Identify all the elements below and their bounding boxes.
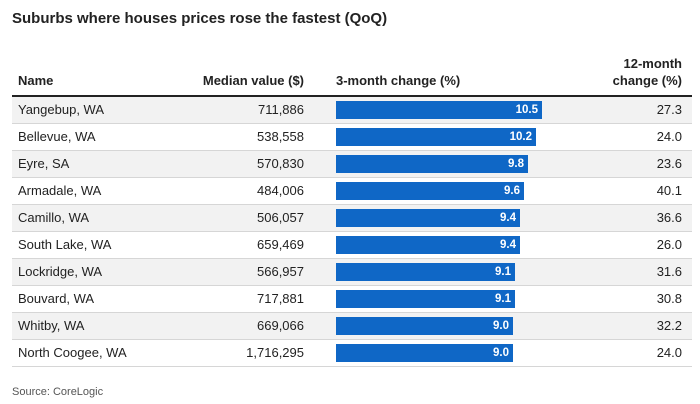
header-name: Name (18, 73, 54, 88)
table-row: Camillo, WA 506,057 9.4 36.6 (12, 205, 692, 232)
bar-three-month-change (336, 101, 542, 119)
cell-median-value: 711,886 (257, 102, 304, 117)
bar-three-month-change (336, 344, 513, 362)
header-three-month-change: 3-month change (%) (336, 73, 461, 88)
cell-name: Camillo, WA (18, 210, 90, 225)
table-row: North Coogee, WA 1,716,295 9.0 24.0 (12, 340, 692, 367)
cell-twelve-month-change: 24.0 (656, 129, 682, 144)
header-rule (12, 95, 692, 97)
bar-value-label: 9.0 (493, 347, 509, 359)
table-row: Yangebup, WA 711,886 10.5 27.3 (12, 97, 692, 124)
cell-name: South Lake, WA (18, 237, 112, 252)
cell-twelve-month-change: 30.8 (656, 291, 682, 306)
cell-name: Bellevue, WA (18, 129, 96, 144)
table-row: Eyre, SA 570,830 9.8 23.6 (12, 151, 692, 178)
bar-three-month-change (336, 236, 520, 254)
cell-name: Lockridge, WA (18, 264, 103, 279)
table-row: South Lake, WA 659,469 9.4 26.0 (12, 232, 692, 259)
cell-twelve-month-change: 26.0 (656, 237, 682, 252)
cell-median-value: 484,006 (257, 183, 304, 198)
cell-median-value: 659,469 (257, 237, 304, 252)
bar-three-month-change (336, 263, 515, 281)
bar-three-month-change (336, 128, 536, 146)
cell-twelve-month-change: 36.6 (656, 210, 682, 225)
bar-value-label: 9.6 (504, 185, 520, 197)
bar-value-label: 10.5 (515, 104, 538, 116)
cell-twelve-month-change: 40.1 (656, 183, 682, 198)
cell-median-value: 538,558 (257, 129, 304, 144)
cell-twelve-month-change: 32.2 (656, 318, 682, 333)
header-median-value: Median value ($) (202, 73, 304, 88)
bar-value-label: 9.1 (495, 293, 511, 305)
table-row: Whitby, WA 669,066 9.0 32.2 (12, 313, 692, 340)
header-twelve-month-line2: change (%) (612, 73, 682, 88)
bar-value-label: 9.8 (508, 158, 524, 170)
table-row: Armadale, WA 484,006 9.6 40.1 (12, 178, 692, 205)
bar-value-label: 9.4 (500, 239, 516, 251)
bar-three-month-change (336, 182, 524, 200)
source-note: Source: CoreLogic (12, 386, 104, 398)
bar-value-label: 9.0 (493, 320, 509, 332)
cell-name: North Coogee, WA (18, 345, 127, 360)
table-body: Yangebup, WA 711,886 10.5 27.3 Bellevue, WA 5… (12, 97, 692, 367)
cell-twelve-month-change: 24.0 (656, 345, 682, 360)
bar-three-month-change (336, 155, 528, 173)
cell-name: Yangebup, WA (18, 102, 104, 117)
cell-twelve-month-change: 23.6 (656, 156, 682, 171)
cell-name: Armadale, WA (18, 183, 102, 198)
cell-median-value: 566,957 (257, 264, 304, 279)
header-twelve-month-change: 12-month change (%) (560, 55, 682, 89)
header-twelve-month-line1: 12-month (623, 56, 683, 71)
cell-median-value: 1,716,295 (246, 345, 304, 360)
cell-median-value: 570,830 (257, 156, 304, 171)
bar-three-month-change (336, 209, 520, 227)
bar-three-month-change (336, 317, 513, 335)
table-row: Lockridge, WA 566,957 9.1 31.6 (12, 259, 692, 286)
cell-median-value: 669,066 (257, 318, 304, 333)
cell-name: Bouvard, WA (18, 291, 95, 306)
bar-value-label: 9.1 (495, 266, 511, 278)
cell-twelve-month-change: 27.3 (656, 102, 682, 117)
bar-three-month-change (336, 290, 515, 308)
cell-median-value: 506,057 (257, 210, 304, 225)
cell-name: Whitby, WA (18, 318, 85, 333)
cell-median-value: 717,881 (257, 291, 304, 306)
table-row: Bellevue, WA 538,558 10.2 24.0 (12, 124, 692, 151)
cell-twelve-month-change: 31.6 (656, 264, 682, 279)
chart-title: Suburbs where houses prices rose the fas… (12, 10, 388, 27)
bar-value-label: 9.4 (500, 212, 516, 224)
table-row: Bouvard, WA 717,881 9.1 30.8 (12, 286, 692, 313)
bar-value-label: 10.2 (509, 131, 532, 143)
cell-name: Eyre, SA (18, 156, 70, 171)
